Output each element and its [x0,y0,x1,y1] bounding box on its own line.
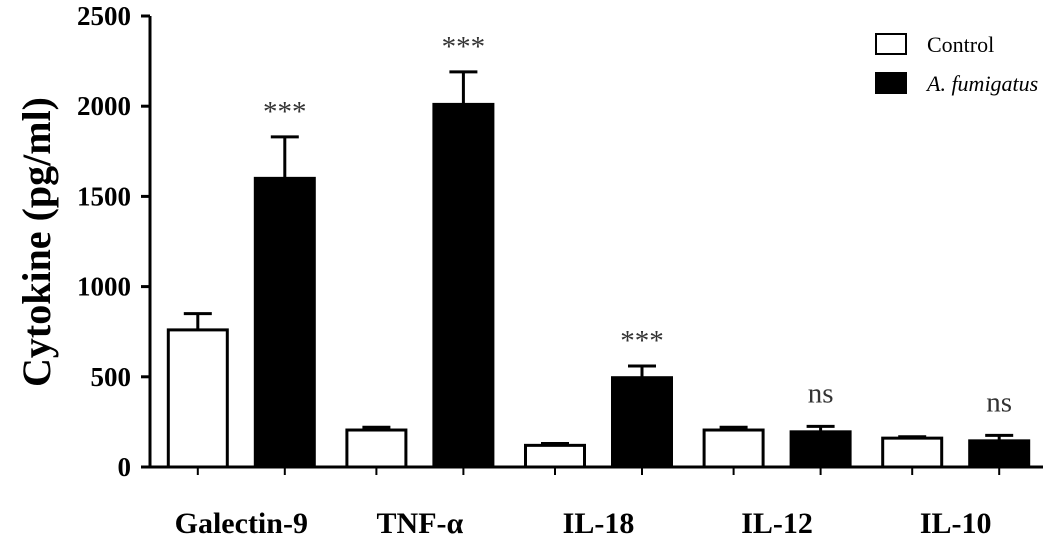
y-tick-label: 2500 [77,1,131,31]
significance-label: *** [263,96,307,128]
bar-a-fumigatus [432,102,495,469]
bar-a-fumigatus [611,376,673,469]
x-tick-label: Galectin-9 [175,507,308,540]
y-tick-label: 2000 [77,91,131,121]
y-tick-label: 1000 [77,272,131,302]
legend-label-a-fumigatus: A. fumigatus [925,71,1038,96]
x-tick-label: IL-10 [920,507,992,540]
bar-control [166,328,229,469]
significance-label: ns [808,377,834,409]
significance-label: ns [986,386,1012,418]
bar-control [345,428,408,469]
legend: Control A. fumigatus [875,32,1038,96]
x-tick-label: IL-18 [563,507,635,540]
y-tick-label: 0 [118,452,132,482]
legend-swatch-a-fumigatus [875,72,907,94]
significance-label: *** [442,31,486,63]
x-tick-label: IL-12 [741,507,813,540]
bar-a-fumigatus [789,430,852,469]
bar-control [524,443,586,469]
x-tick-label: TNF-α [377,507,464,540]
y-tick-label: 1500 [77,181,131,211]
significance-annotations: *** *** *** ns ns [263,31,1012,419]
bar-a-fumigatus [968,439,1031,469]
bar-control [881,436,944,469]
y-tick-label: 500 [91,362,132,392]
x-tick-labels: Galectin-9 TNF-α IL-18 IL-12 IL-10 [175,507,992,540]
significance-label: *** [620,325,664,357]
y-axis-label: Cytokine (pg/ml) [14,97,59,387]
bars [166,70,1031,475]
legend-swatch-control [875,33,907,55]
bar-a-fumigatus [253,176,316,469]
bar-control [702,428,765,469]
y-ticks: 0 500 1000 1500 2000 2500 [77,1,150,482]
legend-label-control: Control [927,32,994,57]
